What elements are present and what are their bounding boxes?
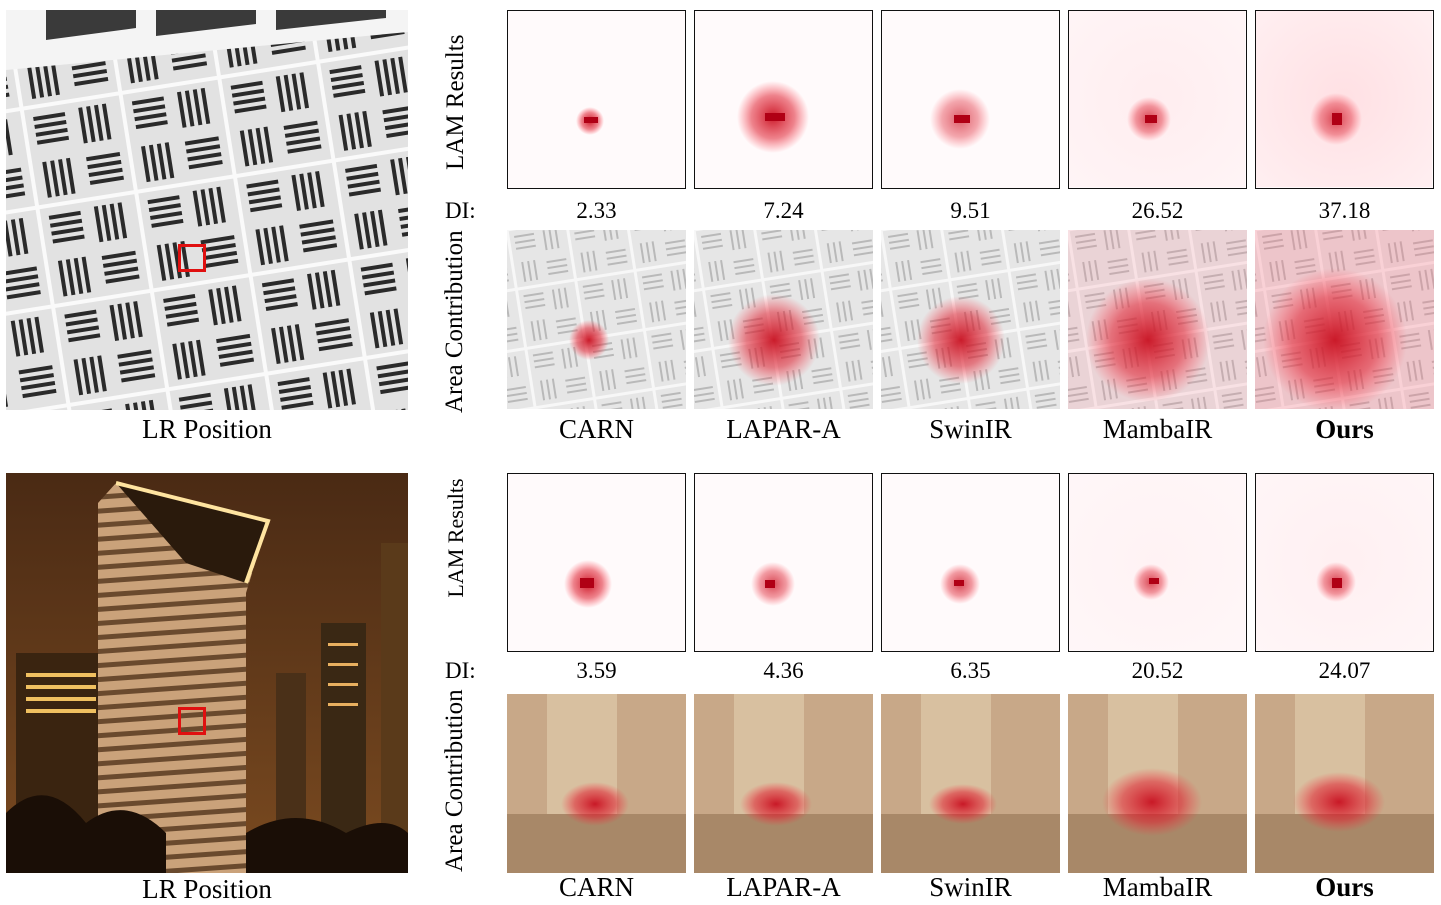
area-map-swinir — [881, 694, 1060, 873]
lam-map-mambair — [1068, 473, 1247, 652]
area-map-swinir — [881, 230, 1060, 409]
method-label-swinir: SwinIR — [929, 872, 1012, 902]
lam-map-ours — [1255, 473, 1434, 652]
area-map-carn — [507, 230, 686, 409]
lam-map-carn — [507, 10, 686, 189]
lam-map-lapar-a — [694, 10, 873, 189]
area-contribution-label: Area Contribution — [441, 230, 468, 413]
di-value-carn: 2.33 — [576, 198, 617, 223]
lr-image-building-facade — [6, 10, 408, 410]
lam-results-label: LAM Results — [443, 478, 468, 598]
lam-map-swinir — [881, 473, 1060, 652]
lr-position-marker — [178, 244, 206, 272]
lam-map-ours — [1255, 10, 1434, 189]
area-map-mambair — [1068, 694, 1247, 873]
lam-results-label: LAM Results — [442, 34, 469, 170]
lr-position-marker — [178, 707, 206, 735]
di-value-ours: 24.07 — [1318, 658, 1371, 683]
lam-map-lapar-a — [694, 473, 873, 652]
area-map-carn — [507, 694, 686, 873]
method-label-mambair: MambaIR — [1102, 414, 1213, 444]
lr-caption: LR Position — [142, 874, 272, 904]
area-map-ours — [1255, 694, 1434, 873]
method-label-ours: Ours — [1315, 414, 1374, 444]
area-map-ours — [1255, 230, 1434, 409]
lam-map-mambair — [1068, 10, 1247, 189]
method-label-ours: Ours — [1315, 872, 1374, 902]
lr-caption: LR Position — [142, 414, 272, 444]
lam-map-carn — [507, 473, 686, 652]
di-value-mambair: 26.52 — [1131, 198, 1184, 223]
di-value-swinir: 9.51 — [950, 198, 991, 223]
di-value-mambair: 20.52 — [1131, 658, 1184, 683]
method-label-lapar-a: LAPAR-A — [726, 872, 841, 902]
method-label-carn: CARN — [558, 414, 634, 444]
area-contribution-label: Area Contribution — [441, 689, 468, 872]
area-map-lapar-a — [694, 230, 873, 409]
lam-map-swinir — [881, 10, 1060, 189]
method-label-swinir: SwinIR — [929, 414, 1012, 444]
area-map-lapar-a — [694, 694, 873, 873]
lr-image-night-city — [6, 473, 408, 873]
di-value-lapar-a: 4.36 — [763, 658, 804, 683]
method-label-carn: CARN — [558, 872, 634, 902]
di-label: DI: — [445, 198, 476, 223]
method-label-mambair: MambaIR — [1102, 872, 1213, 902]
di-value-ours: 37.18 — [1318, 198, 1371, 223]
di-value-lapar-a: 7.24 — [763, 198, 804, 223]
di-label: DI: — [445, 658, 476, 683]
area-map-mambair — [1068, 230, 1247, 409]
method-label-lapar-a: LAPAR-A — [726, 414, 841, 444]
di-value-swinir: 6.35 — [950, 658, 991, 683]
di-value-carn: 3.59 — [576, 658, 617, 683]
